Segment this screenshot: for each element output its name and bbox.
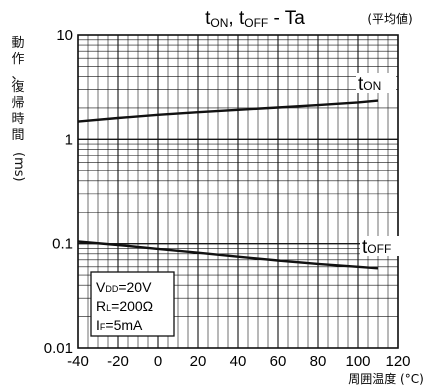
x-tick-label: 80 (310, 353, 327, 370)
x-tick-label: -40 (67, 353, 89, 370)
series-label-toff: tOFF (360, 236, 404, 258)
x-tick-label: 20 (190, 353, 207, 370)
series-layer (77, 99, 379, 270)
x-axis-label: 周囲温度 (°C) (348, 371, 424, 386)
y-axis-label-char: 、 (11, 68, 25, 83)
condition-if: IF=5mA (96, 317, 143, 333)
plot-frame (77, 34, 399, 349)
x-tick-label: 100 (345, 353, 370, 370)
tick-layer: -40 -20 0 20 40 60 80 100 120 10 1 0.1 0.01 (44, 27, 411, 370)
y-axis-unit: (ms) (11, 152, 26, 182)
svg-text:tON: tON (358, 74, 381, 95)
y-axis-label-char: 帰 (11, 96, 25, 111)
y-tick-label: 0.1 (52, 236, 73, 253)
y-tick-label: 1 (65, 131, 73, 148)
y-axis-label-char: 動 (11, 36, 25, 51)
svg-text:tOFF: tOFF (362, 237, 391, 258)
conditions-box: VDD=20V RL=200Ω IF=5mA (90, 271, 175, 337)
y-tick-label: 10 (56, 27, 73, 44)
x-tick-label: 60 (270, 353, 287, 370)
y-axis-label-char: 復 (11, 80, 25, 95)
y-axis-label-char: 間 (11, 128, 25, 143)
condition-vdd: VDD=20V (96, 279, 152, 295)
condition-rl: RL=200Ω (96, 298, 153, 314)
y-tick-label: 0.01 (44, 340, 73, 357)
series-line-toff (77, 240, 379, 270)
chart-title: tON, tOFF - Ta (205, 8, 305, 30)
chart-subtitle: (平均値) (367, 11, 412, 26)
x-tick-label: 0 (154, 353, 162, 370)
y-axis-label-char: 時 (11, 112, 25, 127)
series-line-ton (77, 99, 379, 123)
x-tick-label: 40 (230, 353, 247, 370)
series-label-ton: tON (356, 73, 396, 95)
x-tick-label: 120 (385, 353, 410, 370)
x-tick-label: -20 (107, 353, 129, 370)
y-axis-label-char: 作 (11, 52, 25, 67)
